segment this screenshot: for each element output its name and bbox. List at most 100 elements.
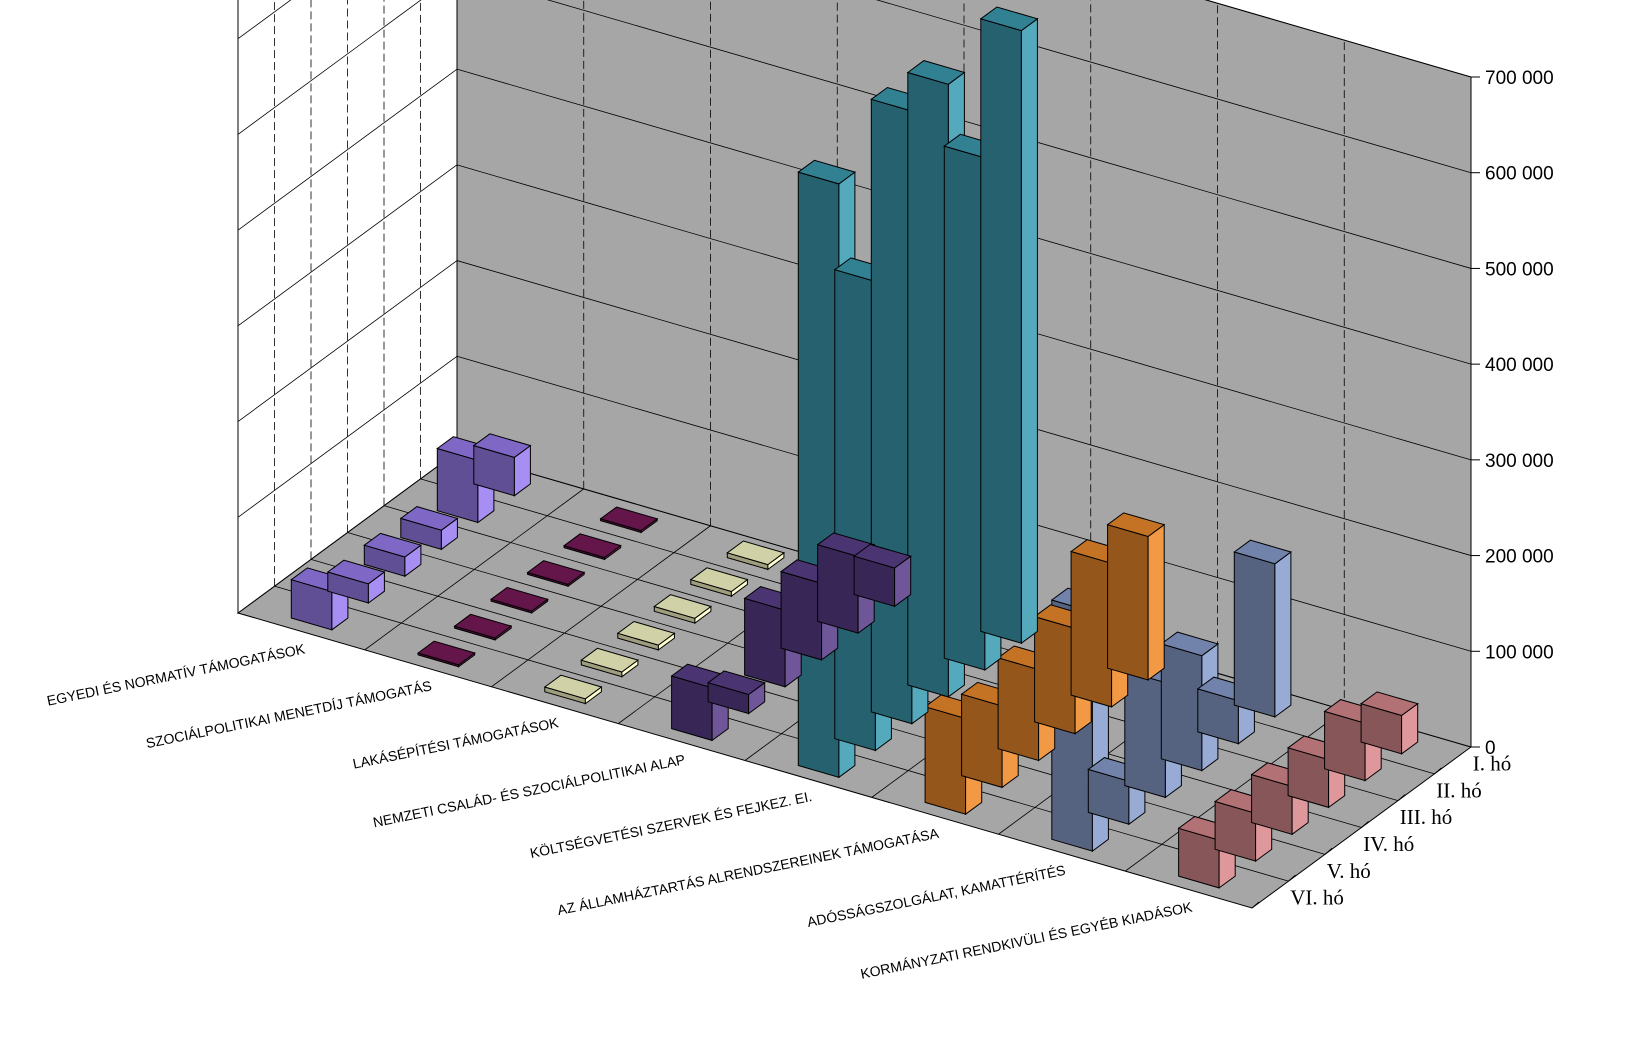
- bar-front-face: [1233, 551, 1276, 718]
- category-label: ADÓSSÁGSZOLGÁLAT, KAMATTÉRÍTÉS: [806, 862, 1067, 930]
- bar-top-face: [653, 594, 713, 619]
- bar-top-face: [616, 620, 676, 646]
- bar-side-face: [1020, 17, 1038, 645]
- bar-front-face: [980, 18, 1022, 644]
- depth-axis-tick: [1434, 767, 1442, 775]
- bar: [616, 620, 676, 651]
- depth-axis-tick: [1324, 847, 1333, 855]
- series-label: IV. hó: [1363, 832, 1414, 856]
- z-axis-tick-label: 400 000: [1485, 355, 1554, 376]
- side-wall-gridline: [237, 0, 422, 135]
- back-wall-gridline: [1204, 0, 1472, 78]
- bar-top-face: [543, 674, 603, 700]
- bar: [689, 567, 749, 598]
- bar-top-face: [906, 60, 966, 85]
- bar-top-face: [526, 560, 586, 585]
- bar: [979, 6, 1039, 645]
- bar-top-face: [1233, 539, 1293, 565]
- bar-front-face: [1034, 615, 1076, 735]
- bar-front-face: [870, 98, 913, 725]
- bar-front-face: [817, 544, 859, 634]
- category-label: SZOCIÁLPOLITIKAI MENETDÍJ TÁMOGATÁS: [145, 677, 434, 751]
- bar-front-face: [744, 597, 786, 688]
- side-wall-gridline: [237, 68, 458, 231]
- bar-front-face: [436, 447, 479, 524]
- bar: [599, 506, 659, 534]
- category-label: EGYEDI ÉS NORMATÍV TÁMOGATÁSOK: [45, 640, 306, 708]
- bar: [416, 640, 476, 668]
- bar: [562, 533, 622, 561]
- bar-top-face: [416, 640, 476, 666]
- bars: [290, 6, 1419, 889]
- bar: [1106, 512, 1166, 681]
- bar-top-face: [797, 159, 857, 185]
- bar-top-face: [599, 506, 659, 532]
- bar-front-face: [797, 171, 840, 778]
- z-axis-tick-label: 0: [1485, 738, 1496, 759]
- bar-top-face: [562, 533, 622, 559]
- depth-axis-tick: [1288, 874, 1296, 882]
- bar-top-face: [1359, 691, 1419, 717]
- bar: [726, 540, 786, 571]
- bar-front-face: [924, 706, 967, 815]
- bar-front-face: [961, 693, 1003, 789]
- bar-front-face: [1160, 643, 1203, 772]
- z-axis-tick-label: 700 000: [1485, 68, 1554, 89]
- floor-gridline: [274, 585, 1289, 882]
- bar-side-face: [1274, 551, 1292, 718]
- bar-top-face: [363, 532, 423, 558]
- bar: [472, 433, 532, 497]
- z-axis-tick-label: 500 000: [1485, 259, 1554, 280]
- bar-top-face: [453, 613, 513, 639]
- bar: [363, 532, 423, 578]
- series-label: II. hó: [1436, 778, 1482, 802]
- category-label: LAKÁSÉPÍTÉSI TÁMOGATÁSOK: [351, 714, 560, 772]
- bar: [543, 674, 603, 705]
- depth-axis-tick: [1251, 901, 1260, 909]
- bar-top-face: [1106, 512, 1166, 538]
- side-wall-gridline: [237, 355, 458, 518]
- z-axis-tick-label: 600 000: [1485, 164, 1554, 185]
- series-label: V. hó: [1327, 859, 1371, 883]
- side-wall-gridline: [237, 164, 458, 327]
- bar-front-face: [780, 570, 823, 661]
- bar-side-face: [1147, 523, 1165, 681]
- bar: [580, 647, 640, 678]
- z-axis-tick-label: 100 000: [1485, 642, 1554, 663]
- bar: [290, 567, 350, 631]
- bar: [453, 613, 513, 641]
- bar-top-face: [489, 586, 549, 612]
- depth-axis-tick: [1361, 821, 1369, 828]
- bar: [399, 506, 459, 551]
- z-axis-tick-label: 200 000: [1485, 547, 1554, 568]
- bar: [706, 670, 766, 715]
- bar-top-face: [580, 647, 640, 673]
- back-wall-gridline: [875, 0, 1472, 174]
- bar-top-face: [706, 670, 766, 696]
- z-axis-tick-label: 300 000: [1485, 451, 1554, 472]
- bar-top-face: [726, 540, 786, 566]
- bar: [1233, 539, 1293, 718]
- series-label: VI. hó: [1290, 886, 1344, 910]
- bar-front-face: [1070, 550, 1113, 708]
- bar-front-face: [907, 71, 949, 698]
- category-label: KORMÁNYZATI RENDKIVÜLI ÉS EGYÉB KIADÁSOK: [859, 898, 1194, 982]
- bar-top-face: [816, 532, 876, 558]
- bar-front-face: [834, 269, 876, 752]
- bar-front-face: [943, 145, 986, 671]
- category-label: KÖLTSÉGVETÉSI SZERVEK ÉS FEJKEZ. EI.: [528, 787, 813, 861]
- category-label: NEMZETI CSALÁD- ÉS SZOCIÁLPOLITIKAI ALAP: [372, 751, 687, 830]
- bar-top-face: [1160, 631, 1220, 657]
- bar: [326, 559, 386, 604]
- series-label: I. hó: [1473, 751, 1512, 775]
- bar-front-face: [1124, 670, 1166, 799]
- bar: [852, 543, 912, 608]
- depth-axis-tick: [1397, 794, 1406, 802]
- bar: [526, 560, 586, 588]
- side-wall-gridline: [237, 0, 292, 40]
- bar: [489, 586, 549, 614]
- bar-top-face: [326, 559, 386, 585]
- bar-top-face: [472, 433, 532, 458]
- series-label: III. hó: [1400, 805, 1452, 829]
- bar-top-face: [689, 567, 749, 593]
